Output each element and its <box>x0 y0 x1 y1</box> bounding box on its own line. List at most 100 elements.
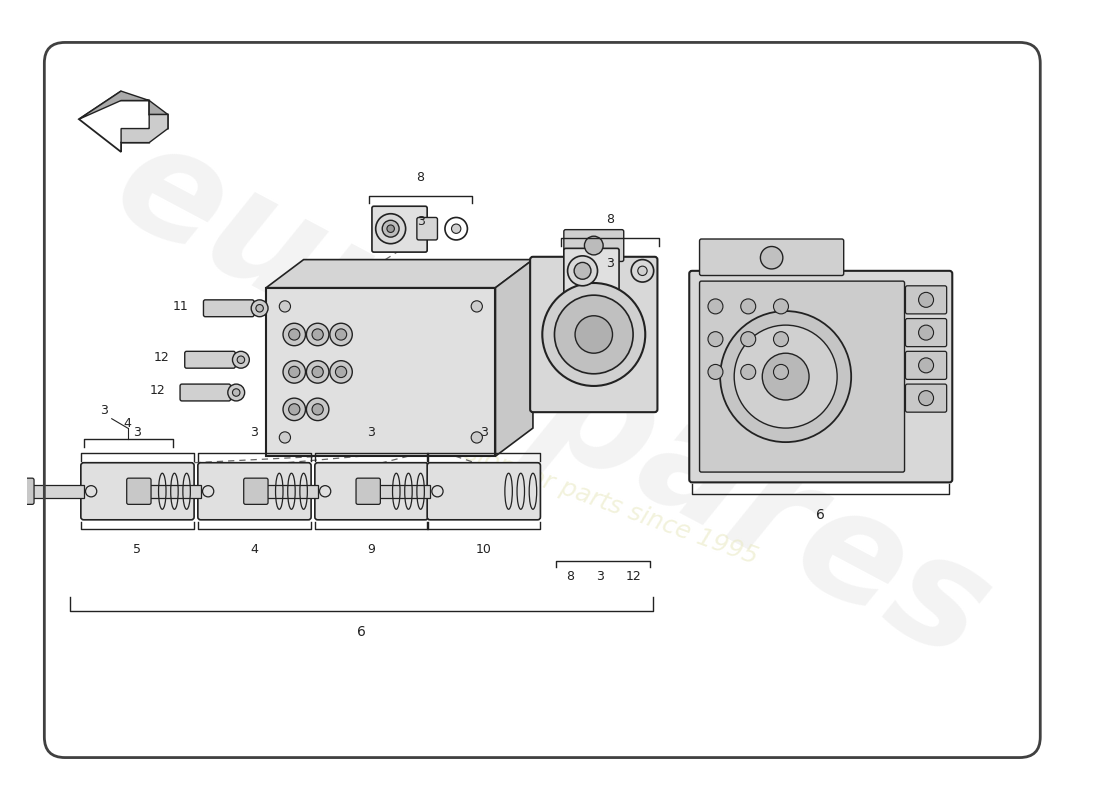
Circle shape <box>734 325 837 428</box>
FancyBboxPatch shape <box>80 462 194 520</box>
Circle shape <box>288 366 300 378</box>
Text: a passion for parts since 1995: a passion for parts since 1995 <box>398 418 761 570</box>
FancyBboxPatch shape <box>417 218 438 240</box>
Circle shape <box>574 262 591 279</box>
FancyBboxPatch shape <box>126 478 151 504</box>
Circle shape <box>740 332 756 346</box>
FancyBboxPatch shape <box>150 485 200 498</box>
FancyBboxPatch shape <box>690 271 953 482</box>
Polygon shape <box>495 259 532 456</box>
Text: 5: 5 <box>133 543 142 556</box>
Circle shape <box>288 329 300 340</box>
Circle shape <box>283 323 306 346</box>
Circle shape <box>451 224 461 234</box>
Circle shape <box>312 329 323 340</box>
FancyBboxPatch shape <box>564 248 619 294</box>
Circle shape <box>336 366 346 378</box>
Circle shape <box>471 432 483 443</box>
Circle shape <box>740 365 756 379</box>
FancyBboxPatch shape <box>10 478 34 504</box>
FancyBboxPatch shape <box>564 230 624 262</box>
Circle shape <box>471 301 483 312</box>
Text: 12: 12 <box>154 351 169 364</box>
FancyBboxPatch shape <box>266 288 495 456</box>
FancyBboxPatch shape <box>905 384 947 412</box>
Circle shape <box>708 365 723 379</box>
Circle shape <box>307 323 329 346</box>
Circle shape <box>238 356 244 363</box>
Circle shape <box>568 256 597 286</box>
Text: 12: 12 <box>150 384 165 397</box>
Circle shape <box>312 366 323 378</box>
Circle shape <box>307 398 329 421</box>
Circle shape <box>575 316 613 353</box>
Polygon shape <box>79 91 168 152</box>
Circle shape <box>376 214 406 244</box>
Circle shape <box>918 358 934 373</box>
Circle shape <box>554 295 634 374</box>
Circle shape <box>918 325 934 340</box>
FancyBboxPatch shape <box>244 478 268 504</box>
Circle shape <box>387 225 395 233</box>
FancyBboxPatch shape <box>356 478 381 504</box>
Circle shape <box>307 361 329 383</box>
Circle shape <box>336 329 346 340</box>
Circle shape <box>584 236 603 255</box>
Text: 3: 3 <box>606 257 614 270</box>
FancyBboxPatch shape <box>315 462 428 520</box>
Text: 12: 12 <box>626 570 642 583</box>
Circle shape <box>330 361 352 383</box>
FancyBboxPatch shape <box>198 462 311 520</box>
Text: 3: 3 <box>480 426 487 439</box>
Circle shape <box>283 398 306 421</box>
Circle shape <box>288 404 300 415</box>
Circle shape <box>330 323 352 346</box>
Circle shape <box>638 266 647 275</box>
Polygon shape <box>121 114 168 142</box>
FancyBboxPatch shape <box>378 485 430 498</box>
Circle shape <box>708 299 723 314</box>
FancyBboxPatch shape <box>204 300 254 317</box>
FancyBboxPatch shape <box>905 318 947 346</box>
Circle shape <box>542 283 646 386</box>
Text: 4: 4 <box>251 543 258 556</box>
Circle shape <box>773 365 789 379</box>
FancyBboxPatch shape <box>905 351 947 379</box>
Circle shape <box>232 389 240 396</box>
Circle shape <box>773 332 789 346</box>
Circle shape <box>708 332 723 346</box>
Circle shape <box>312 404 323 415</box>
Circle shape <box>232 351 250 368</box>
Circle shape <box>740 299 756 314</box>
Circle shape <box>256 305 263 312</box>
Circle shape <box>918 390 934 406</box>
Text: 11: 11 <box>173 300 188 313</box>
Text: 3: 3 <box>133 426 142 439</box>
Circle shape <box>279 301 290 312</box>
Circle shape <box>283 361 306 383</box>
FancyBboxPatch shape <box>185 351 235 368</box>
Circle shape <box>382 220 399 237</box>
Circle shape <box>762 353 810 400</box>
Text: 9: 9 <box>367 543 375 556</box>
Text: 8: 8 <box>566 570 574 583</box>
Text: 10: 10 <box>476 543 492 556</box>
FancyBboxPatch shape <box>700 239 844 275</box>
Circle shape <box>773 299 789 314</box>
Circle shape <box>228 384 244 401</box>
Circle shape <box>279 432 290 443</box>
FancyBboxPatch shape <box>530 257 658 412</box>
Text: 8: 8 <box>417 170 425 184</box>
Text: 4: 4 <box>123 417 132 430</box>
Circle shape <box>251 300 268 317</box>
Text: 3: 3 <box>367 426 375 439</box>
Polygon shape <box>79 91 168 119</box>
Circle shape <box>918 292 934 307</box>
Circle shape <box>760 246 783 269</box>
FancyBboxPatch shape <box>180 384 231 401</box>
FancyBboxPatch shape <box>32 485 84 498</box>
Text: 3: 3 <box>417 214 425 228</box>
FancyBboxPatch shape <box>427 462 540 520</box>
Text: eurospares: eurospares <box>90 107 1013 693</box>
FancyBboxPatch shape <box>905 286 947 314</box>
